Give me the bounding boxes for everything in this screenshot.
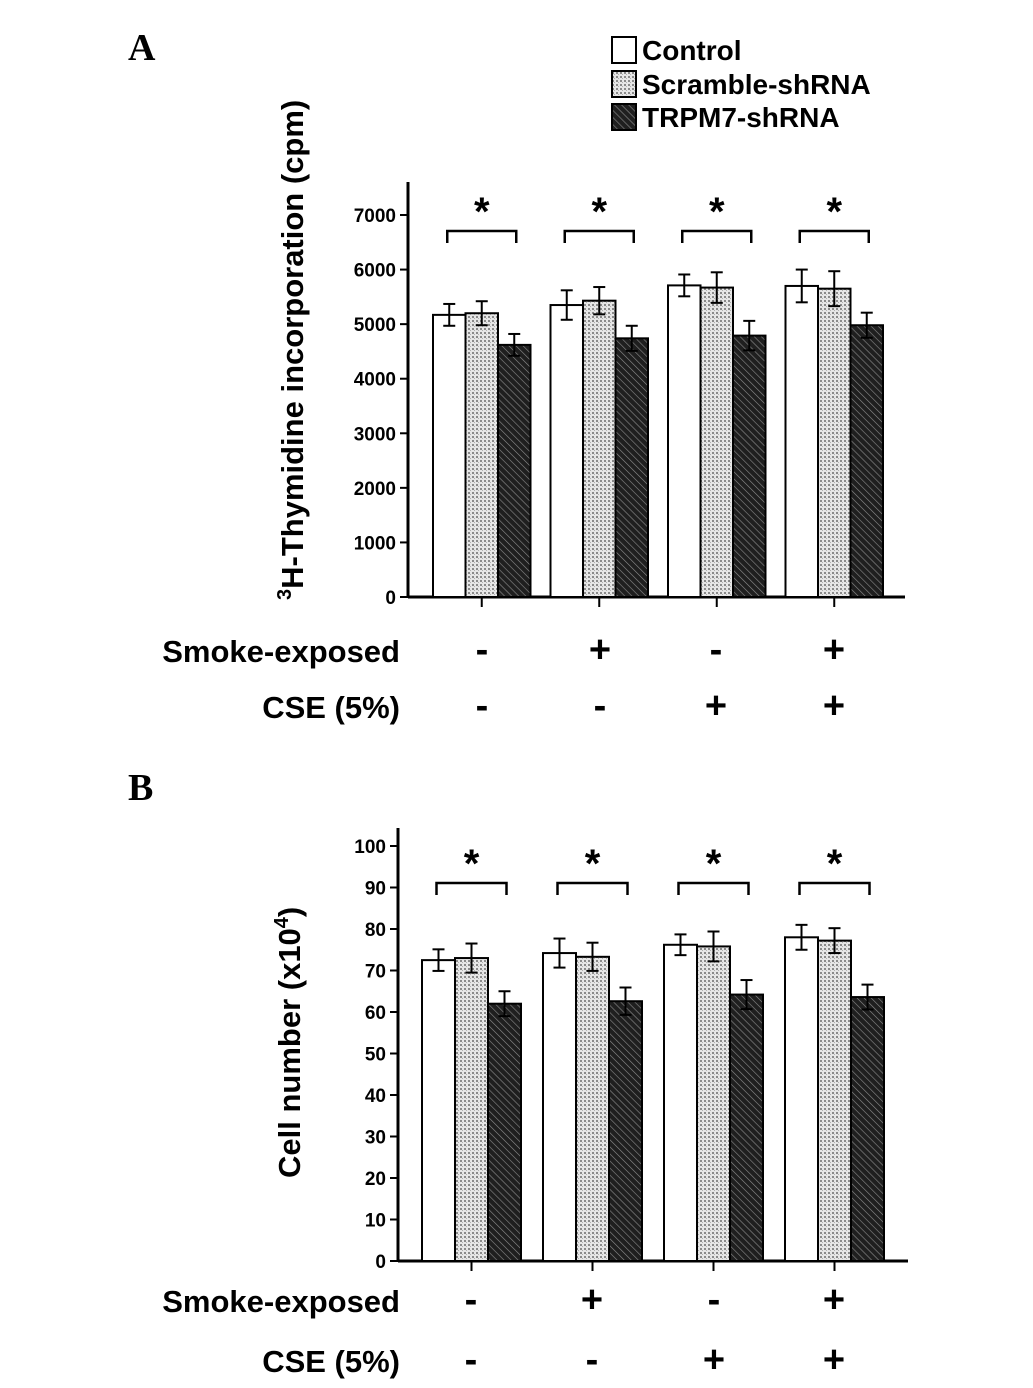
y-axis-label-a: 3H-Thymidine incorporation (cpm) [274, 100, 310, 600]
bar-trpm7 [614, 337, 649, 598]
condition-label-smoke-b: Smoke-exposed [162, 1284, 400, 1319]
bar-trpm7 [497, 343, 532, 598]
condition-signs-a: - + - + - - + + [476, 629, 845, 727]
significance-star: * [464, 842, 480, 886]
sign-smoke-3-b: - [708, 1279, 721, 1321]
bar-control [542, 952, 577, 1262]
sign-smoke-3-a: - [710, 629, 723, 671]
significance-star: * [709, 190, 725, 234]
bar-trpm7 [608, 1000, 643, 1263]
significance-star: * [585, 842, 601, 886]
y-tick-label: 4000 [354, 370, 396, 391]
panel-label-a: A [128, 27, 156, 69]
legend-swatch-trpm7 [611, 103, 637, 131]
significance-star: * [827, 842, 843, 886]
significance-star: * [706, 842, 722, 886]
bar-scramble [582, 299, 617, 598]
y-tick-label: 80 [365, 920, 386, 941]
bar-control [667, 284, 702, 598]
y-tick-label: 10 [365, 1211, 386, 1232]
condition-label-cse-a: CSE (5%) [262, 690, 400, 725]
sign-cse-3-b: + [703, 1339, 725, 1381]
legend-label-scramble: Scramble-shRNA [642, 69, 871, 100]
significance-bracket [798, 229, 870, 243]
legend-label-control: Control [642, 35, 742, 66]
y-tick-label: 7000 [354, 206, 396, 227]
y-tick-label: 20 [365, 1169, 386, 1190]
sign-smoke-1-b: - [465, 1279, 478, 1321]
bar-scramble [575, 955, 610, 1262]
bar-scramble [454, 957, 489, 1262]
bar-trpm7 [729, 993, 764, 1262]
bar-control [663, 943, 698, 1263]
significance-bracket [556, 881, 629, 895]
y-tick-label: 2000 [354, 479, 396, 500]
y-axis-label-b: Cell number (x104) [271, 907, 307, 1178]
bar-control [432, 313, 467, 598]
bar-trpm7 [487, 1002, 522, 1262]
legend: Control Scramble-shRNA TRPM7-shRNA [611, 35, 871, 133]
sign-cse-4-a: + [823, 685, 845, 727]
sign-smoke-4-a: + [823, 629, 845, 671]
significance-bracket [798, 881, 871, 895]
y-tick-label: 100 [354, 837, 386, 858]
sign-cse-2-b: - [586, 1339, 599, 1381]
bar-scramble [464, 312, 499, 598]
bar-control [784, 284, 819, 598]
legend-swatch-control [611, 36, 637, 64]
bar-trpm7 [732, 334, 767, 598]
bar-control [421, 959, 456, 1262]
significance-bracket [446, 229, 518, 243]
sign-smoke-4-b: + [823, 1279, 845, 1321]
significance-star: * [474, 190, 490, 234]
sign-cse-2-a: - [594, 685, 607, 727]
y-tick-label: 6000 [354, 261, 396, 282]
y-tick-label: 50 [365, 1045, 386, 1066]
condition-label-smoke-a: Smoke-exposed [162, 634, 400, 669]
sign-cse-1-b: - [465, 1339, 478, 1381]
bar-trpm7 [850, 996, 885, 1262]
legend-label-trpm7: TRPM7-shRNA [642, 102, 840, 133]
y-tick-label: 40 [365, 1086, 386, 1107]
sign-cse-4-b: + [823, 1339, 845, 1381]
y-tick-label: 0 [385, 588, 396, 609]
y-tick-label: 1000 [354, 533, 396, 554]
panel-label-b: B [128, 767, 153, 809]
sign-smoke-2-a: + [589, 629, 611, 671]
y-tick-label: 90 [365, 879, 386, 900]
panel-b: B Cell number (x104) 0 10 20 30 40 50 60 70 80 90… [128, 767, 908, 1381]
bar-control [549, 304, 584, 598]
y-tick-label: 30 [365, 1128, 386, 1149]
legend-swatch-scramble [611, 70, 637, 98]
significance-star: * [826, 190, 842, 234]
bar-trpm7 [849, 324, 884, 598]
condition-label-cse-b: CSE (5%) [262, 1344, 400, 1379]
significance-bracket [677, 881, 750, 895]
bar-control [784, 936, 819, 1262]
bar-scramble [699, 286, 734, 598]
bar-scramble [817, 287, 852, 598]
condition-signs-b: - + - + - - + + [465, 1279, 845, 1381]
sign-cse-1-a: - [476, 685, 489, 727]
sign-smoke-1-a: - [476, 629, 489, 671]
y-tick-label: 5000 [354, 315, 396, 336]
significance-star: * [591, 190, 607, 234]
significance-bracket [681, 229, 753, 243]
sign-smoke-2-b: + [581, 1279, 603, 1321]
significance-bracket [435, 881, 508, 895]
plot-area-a: 0 1000 2000 3000 4000 5000 6000 7000 * * * * [354, 182, 905, 609]
significance-bracket [563, 229, 635, 243]
y-tick-label: 60 [365, 1003, 386, 1024]
y-tick-label: 0 [375, 1252, 386, 1273]
panel-a: A Control Scramble-shRNA TRPM7-shRNA 3H-… [128, 27, 905, 727]
y-tick-label: 3000 [354, 424, 396, 445]
bar-scramble [817, 939, 852, 1262]
plot-area-b: 0 10 20 30 40 50 60 70 80 90 100 * * * * [354, 828, 908, 1273]
sign-cse-3-a: + [705, 685, 727, 727]
bar-scramble [696, 945, 731, 1262]
y-tick-label: 70 [365, 962, 386, 983]
